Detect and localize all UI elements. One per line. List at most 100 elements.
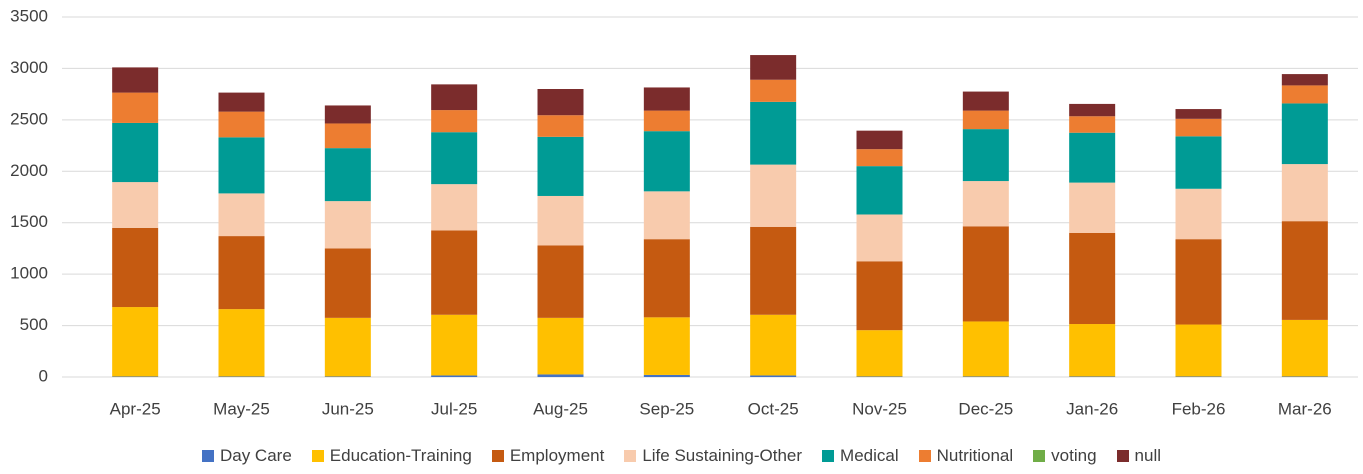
bar-segment xyxy=(537,136,584,196)
legend-label: Day Care xyxy=(219,446,292,465)
bar-segment xyxy=(324,105,371,124)
bar-segment xyxy=(643,131,690,192)
bar-segment xyxy=(643,317,690,375)
bar-segment xyxy=(1281,85,1328,104)
legend-swatch xyxy=(1116,450,1129,462)
bar-segment xyxy=(112,307,159,377)
bar-segment xyxy=(431,132,478,185)
x-tick-label: Feb-26 xyxy=(1172,399,1226,418)
legend-label: Nutritional xyxy=(936,446,1014,465)
legend-item: Education-Training xyxy=(311,446,472,466)
bar-segment xyxy=(1281,376,1328,377)
legend-swatch xyxy=(822,450,835,462)
bar-segment xyxy=(1069,376,1116,377)
bar-segment xyxy=(1069,233,1116,325)
bar-segment xyxy=(218,92,265,112)
bar-segment xyxy=(218,193,265,237)
bar-segment xyxy=(1281,103,1328,165)
bar-segment xyxy=(537,374,584,377)
x-tick-label: Oct-25 xyxy=(748,399,799,418)
legend-swatch xyxy=(918,450,931,462)
legend-item: voting xyxy=(1033,446,1097,466)
bar-segment xyxy=(750,164,797,227)
bar-segment xyxy=(1175,118,1222,137)
legend-label: voting xyxy=(1051,446,1097,465)
bar-segment xyxy=(643,191,690,240)
y-tick-label: 0 xyxy=(39,366,48,385)
bar-segment xyxy=(324,248,371,318)
chart: 0 500 1000 1500 2000 2500 3000 3500 Apr-25 May-25… xyxy=(10,6,1358,418)
x-tick-label: Jan-26 xyxy=(1066,399,1118,418)
legend-item: Life Sustaining-Other xyxy=(624,446,802,466)
bar-segment xyxy=(750,79,797,102)
bar-segment xyxy=(856,130,903,150)
bar-segment xyxy=(218,236,265,310)
bar-segment xyxy=(1175,324,1222,377)
bar-segment xyxy=(324,376,371,377)
bar-segment xyxy=(750,314,797,376)
bar-segment xyxy=(112,182,159,228)
legend-item: Medical xyxy=(822,446,899,466)
bar-segment xyxy=(1069,324,1116,377)
bar-segment xyxy=(1069,182,1116,233)
bar-segment xyxy=(431,84,478,111)
x-tick-label: May-25 xyxy=(213,399,270,418)
legend-swatch xyxy=(624,450,637,462)
bar-segment xyxy=(431,314,478,376)
y-tick-label: 2000 xyxy=(10,161,48,180)
bar-segment xyxy=(643,374,690,377)
x-tick-label: Jul-25 xyxy=(431,399,477,418)
bar-segment xyxy=(112,67,159,93)
legend: Day Care Education-Training Employment Life… xyxy=(0,446,1363,466)
bar-segment xyxy=(1069,103,1116,117)
bar-segment xyxy=(750,375,797,377)
bar-segment xyxy=(1175,109,1222,119)
x-tick-label: Mar-26 xyxy=(1278,399,1332,418)
bar-segment xyxy=(962,91,1009,111)
legend-swatch xyxy=(201,450,214,462)
bar-segment xyxy=(1281,164,1328,222)
bar-segment xyxy=(112,376,159,377)
legend-label: Employment xyxy=(509,446,605,465)
x-tick-label: Apr-25 xyxy=(110,399,161,418)
bar-segment xyxy=(431,184,478,231)
x-tick-label: Aug-25 xyxy=(533,399,588,418)
bar-segment xyxy=(643,110,690,132)
bar-segment xyxy=(1175,136,1222,189)
y-tick-label: 1000 xyxy=(10,264,48,283)
bar-segment xyxy=(218,137,265,194)
bar-segment xyxy=(962,321,1009,377)
legend-label: Life Sustaining-Other xyxy=(642,446,803,465)
bar-segment xyxy=(112,227,159,308)
x-tick-label: Dec-25 xyxy=(958,399,1013,418)
y-tick-label: 2500 xyxy=(10,109,48,128)
x-tick-label: Sep-25 xyxy=(639,399,694,418)
bar-segment xyxy=(856,261,903,331)
legend-label: Medical xyxy=(840,446,899,465)
bar-segment xyxy=(218,309,265,377)
legend-item: null xyxy=(1116,446,1162,466)
bar-segment xyxy=(1175,239,1222,325)
bar-segment xyxy=(431,230,478,315)
bar-segment xyxy=(962,181,1009,227)
bar-segment xyxy=(962,226,1009,322)
bar-segment xyxy=(324,317,371,377)
legend-swatch xyxy=(1033,450,1046,462)
legend-item: Employment xyxy=(491,446,605,466)
y-tick-label: 3000 xyxy=(10,58,48,77)
bar-segment xyxy=(962,110,1009,130)
bar-segment xyxy=(537,245,584,318)
legend-swatch xyxy=(491,450,504,462)
bar-segment xyxy=(324,201,371,249)
bar-segment xyxy=(1069,116,1116,133)
legend-label: Education-Training xyxy=(329,446,472,465)
bar-segment xyxy=(1175,376,1222,377)
bar-segment xyxy=(856,376,903,377)
legend-label: null xyxy=(1134,446,1162,465)
legend-item: Day Care xyxy=(201,446,292,466)
bar-segment xyxy=(750,101,797,165)
bar-segment xyxy=(856,166,903,215)
bar-segment xyxy=(112,122,159,183)
bar-segment xyxy=(962,376,1009,377)
